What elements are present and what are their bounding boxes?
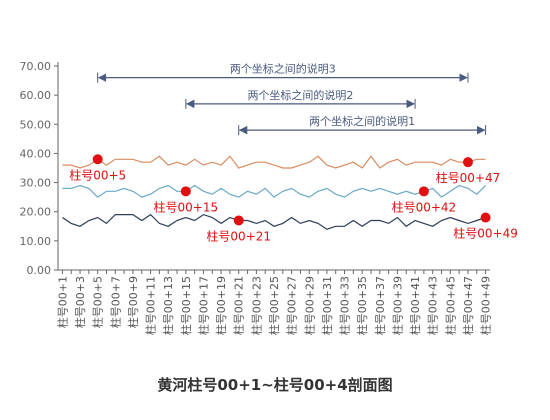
x-tick-label: 柱号00+39 [390, 276, 404, 335]
y-tick-label: 50.00 [20, 118, 52, 131]
x-tick-label: 柱号00+29 [302, 276, 316, 335]
x-tick-label: 柱号00+31 [320, 276, 334, 335]
x-tick-label: 柱号00+9 [126, 276, 140, 328]
y-tick-label: 0.00 [27, 264, 52, 277]
highlight-point-label-6: 柱号00+49 [453, 226, 518, 241]
y-tick-label: 40.00 [20, 147, 52, 160]
x-tick-label: 柱号00+13 [161, 276, 175, 335]
x-tick-label: 柱号00+21 [232, 276, 246, 335]
axes: 0.00 10.00 20.00 30.00 40.00 50.00 60.00 70.00 柱… [20, 60, 493, 335]
highlight-point-label-3: 柱号00+21 [206, 228, 271, 243]
x-tick-label: 柱号00+3 [73, 276, 87, 328]
x-tick-label: 柱号00+7 [108, 276, 122, 328]
series-line-3 [62, 213, 486, 230]
y-tick-label: 20.00 [20, 206, 52, 219]
x-tick-label: 柱号00+35 [355, 276, 369, 335]
series-line-2 [62, 184, 487, 198]
series-lines [62, 155, 487, 230]
x-tick-label: 柱号00+23 [249, 276, 263, 335]
x-tick-label: 柱号00+45 [443, 276, 457, 335]
x-tick-label: 柱号00+17 [196, 276, 210, 335]
x-tick-label: 柱号00+47 [461, 276, 475, 335]
x-tick-label: 柱号00+49 [479, 276, 493, 335]
annotation-label-1: 两个坐标之间的说明3 [230, 62, 336, 76]
y-tick-label: 70.00 [20, 60, 52, 73]
annotation-label-3: 两个坐标之间的说明1 [309, 114, 415, 128]
x-tick-label: 柱号00+25 [267, 276, 281, 335]
highlight-point-label-5: 柱号00+47 [436, 170, 501, 185]
x-tick-label: 柱号00+11 [144, 276, 158, 335]
highlighted-points: 柱号00+5 柱号00+15 柱号00+21 柱号00+42 柱号00+47 柱号00+4… [69, 154, 518, 243]
highlight-point-3 [233, 215, 244, 226]
x-tick-label: 柱号00+41 [408, 276, 422, 335]
y-tick-label: 30.00 [20, 177, 52, 190]
x-tick-label: 柱号00+15 [179, 276, 193, 335]
y-tick-label: 10.00 [20, 235, 52, 248]
highlight-point-1 [92, 154, 103, 165]
x-tick-label: 柱号00+33 [338, 276, 352, 335]
highlight-point-5 [462, 157, 473, 168]
x-tick-label: 柱号00+5 [91, 276, 105, 328]
chart-title: 黄河柱号00+1~柱号00+4剖面图 [157, 376, 393, 394]
x-tick-label: 柱号00+1 [55, 276, 69, 328]
y-tick-label: 60.00 [20, 89, 52, 102]
highlight-point-2 [180, 186, 191, 197]
series-line-1 [62, 155, 486, 169]
x-tick-label: 柱号00+27 [285, 276, 299, 335]
highlight-point-label-2: 柱号00+15 [154, 199, 219, 214]
x-tick-label: 柱号00+43 [426, 276, 440, 335]
highlight-point-label-4: 柱号00+42 [392, 199, 457, 214]
x-tick-label: 柱号00+19 [214, 276, 228, 335]
annotation-label-2: 两个坐标之间的说明2 [247, 88, 353, 102]
highlight-point-label-1: 柱号00+5 [69, 167, 126, 182]
highlight-point-4 [418, 186, 429, 197]
x-tick-label: 柱号00+37 [373, 276, 387, 335]
range-annotations: 两个坐标之间的说明3 两个坐标之间的说明2 两个坐标之间的说明1 [97, 62, 487, 136]
highlight-point-6 [480, 212, 491, 223]
